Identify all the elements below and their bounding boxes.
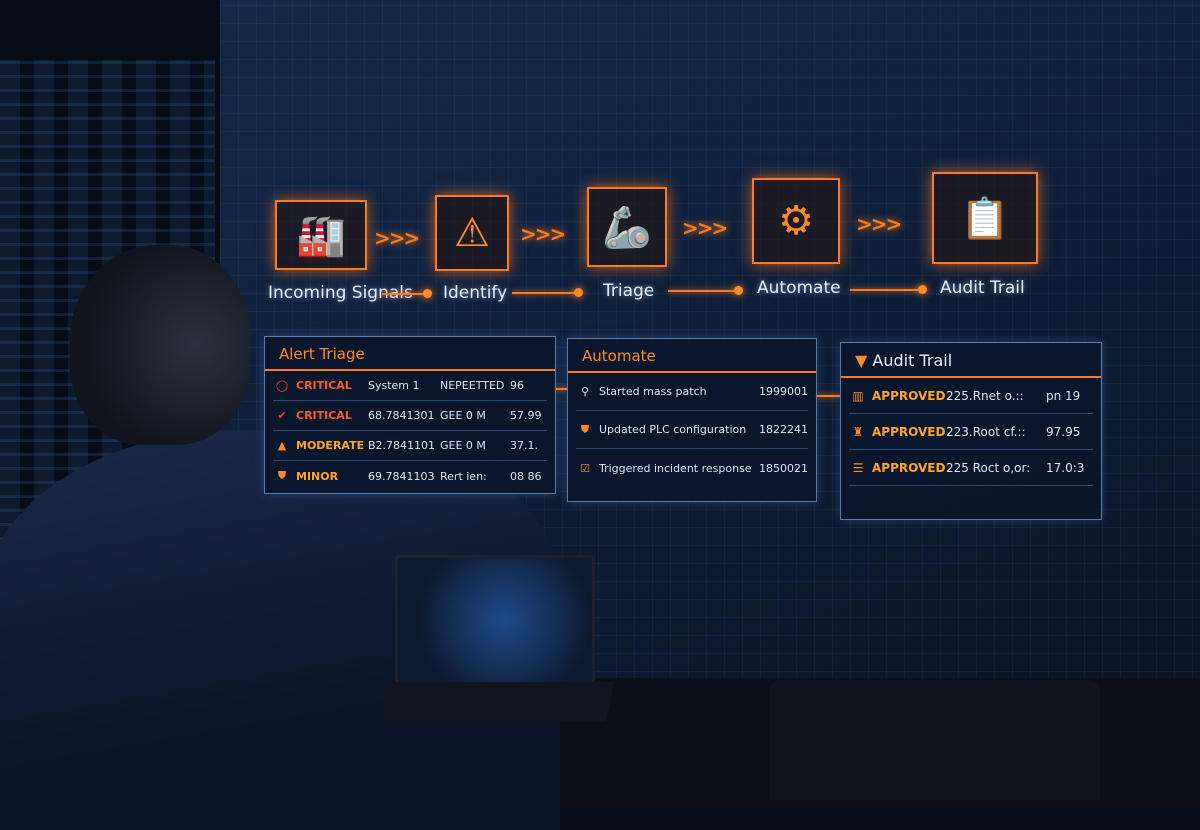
source: 68.7841301	[368, 409, 435, 422]
clipboard-icon: 📋	[932, 172, 1038, 264]
action-id: 1850021	[759, 461, 808, 475]
connector-line	[512, 292, 578, 294]
status-badge: APPROVED	[872, 460, 946, 475]
value: 96	[510, 379, 524, 392]
action-text: Started mass patch	[599, 385, 707, 398]
chair	[770, 680, 1100, 800]
status-badge: APPROVED	[872, 424, 946, 439]
value: 57.99	[510, 409, 542, 422]
value: 08 86	[510, 469, 542, 483]
status: GEE 0 M	[440, 439, 486, 452]
value: 97.95	[1046, 424, 1081, 439]
list-item[interactable]: ⛊ Updated PLC configuration 1822241	[576, 411, 808, 449]
search-icon: ⚲	[580, 385, 590, 398]
person-head	[70, 245, 250, 445]
list-item[interactable]: ☑ Triggered incident response 1850021	[576, 449, 808, 487]
action-id: 1822241	[759, 423, 808, 436]
severity: CRITICAL	[296, 379, 352, 392]
shield-icon: ⛊	[580, 422, 590, 436]
audit-entry: 225.Rnet o.::	[946, 388, 1024, 403]
severity: MINOR	[296, 469, 339, 483]
connector-line	[382, 293, 427, 295]
step-label: Automate	[757, 278, 841, 298]
table-row[interactable]: ▥ APPROVED 225.Rnet o.:: pn 19	[849, 378, 1093, 414]
robot-icon: ♜	[852, 424, 864, 439]
table-row[interactable]: ▲ MODERATE B2.7841101 GEE 0 M 37.1.	[273, 431, 547, 461]
source: 69.7841103	[368, 469, 435, 483]
audit-entry: 225 Roct o,or:	[946, 460, 1031, 475]
factory-icon: 🏭	[275, 200, 367, 270]
check-icon: ✔	[277, 409, 287, 422]
checkbox-icon: ☑	[580, 461, 590, 475]
connector-line	[850, 289, 922, 291]
source: B2.7841101	[368, 439, 436, 452]
status: GEE 0 M	[440, 409, 486, 422]
table-row[interactable]: ♜ APPROVED 223.Root cf.:: 97.95	[849, 414, 1093, 450]
connector-line	[817, 395, 840, 397]
flow-arrow: >>>	[856, 212, 902, 236]
panel-title-text: Audit Trail	[872, 351, 953, 370]
step-label: Identify	[443, 283, 508, 303]
laptop-keyboard	[381, 682, 614, 722]
severity: CRITICAL	[296, 409, 352, 422]
list-item[interactable]: ⚲ Started mass patch 1999001	[576, 373, 808, 411]
source: System 1	[368, 379, 420, 392]
panel-title: Alert Triage	[265, 337, 555, 371]
audit-entry: 223.Root cf.::	[946, 424, 1026, 439]
step-label: Audit Trail	[940, 278, 1025, 298]
status-badge: APPROVED	[872, 388, 946, 403]
flow-arrow: >>>	[682, 216, 728, 240]
shield-icon: ⛊	[277, 469, 287, 482]
connector-dot	[574, 288, 583, 297]
status: NEPEETTED	[440, 379, 505, 392]
action-id: 1999001	[759, 385, 808, 398]
flow-arrow: >>>	[374, 226, 420, 250]
shield-icon: ▼	[855, 351, 868, 370]
panel-title: ▼ Audit Trail	[841, 343, 1101, 378]
alert-triage-panel: Alert Triage ◯ CRITICAL System 1 NEPEETTED 9…	[264, 336, 556, 494]
value: 17.0:3	[1046, 460, 1085, 475]
warning-icon: ⚠	[435, 195, 509, 271]
table-row[interactable]: ✔ CRITICAL 68.7841301 GEE 0 M 57.99	[273, 401, 547, 431]
connector-dot	[423, 289, 432, 298]
connector-line	[668, 290, 738, 292]
step-label: Triage	[603, 281, 655, 301]
table-row[interactable]: ⛊ MINOR 69.7841103 Rert ien: 08 86	[273, 461, 547, 491]
table-row[interactable]: ☰ APPROVED 225 Roct o,or: 17.0:3	[849, 450, 1093, 486]
connector-dot	[918, 285, 927, 294]
audit-trail-panel: ▼ Audit Trail ▥ APPROVED 225.Rnet o.:: pn 1…	[840, 342, 1102, 520]
step-label: Incoming Signals	[268, 283, 413, 303]
robot-arm-icon: 🦾	[587, 187, 667, 267]
action-text: Triggered incident response	[599, 461, 752, 475]
laptop-screen	[395, 555, 595, 685]
warning-icon: ▲	[277, 439, 287, 452]
status: Rert ien:	[440, 469, 487, 483]
value: 37.1.	[510, 439, 538, 452]
flow-arrow: >>>	[520, 222, 566, 246]
document-icon: ▥	[852, 388, 864, 403]
table-row[interactable]: ◯ CRITICAL System 1 NEPEETTED 96	[273, 371, 547, 401]
connector-line	[556, 388, 567, 390]
severity: MODERATE	[296, 439, 365, 452]
gears-icon: ⚙	[752, 178, 840, 264]
circle-icon: ◯	[275, 379, 289, 392]
panel-title: Automate	[568, 339, 816, 373]
value: pn 19	[1046, 388, 1081, 403]
action-text: Updated PLC configuration	[599, 423, 747, 436]
server-icon: ☰	[852, 460, 864, 475]
connector-dot	[734, 286, 743, 295]
automate-panel: Automate ⚲ Started mass patch 1999001 ⛊ Upd…	[567, 338, 817, 502]
